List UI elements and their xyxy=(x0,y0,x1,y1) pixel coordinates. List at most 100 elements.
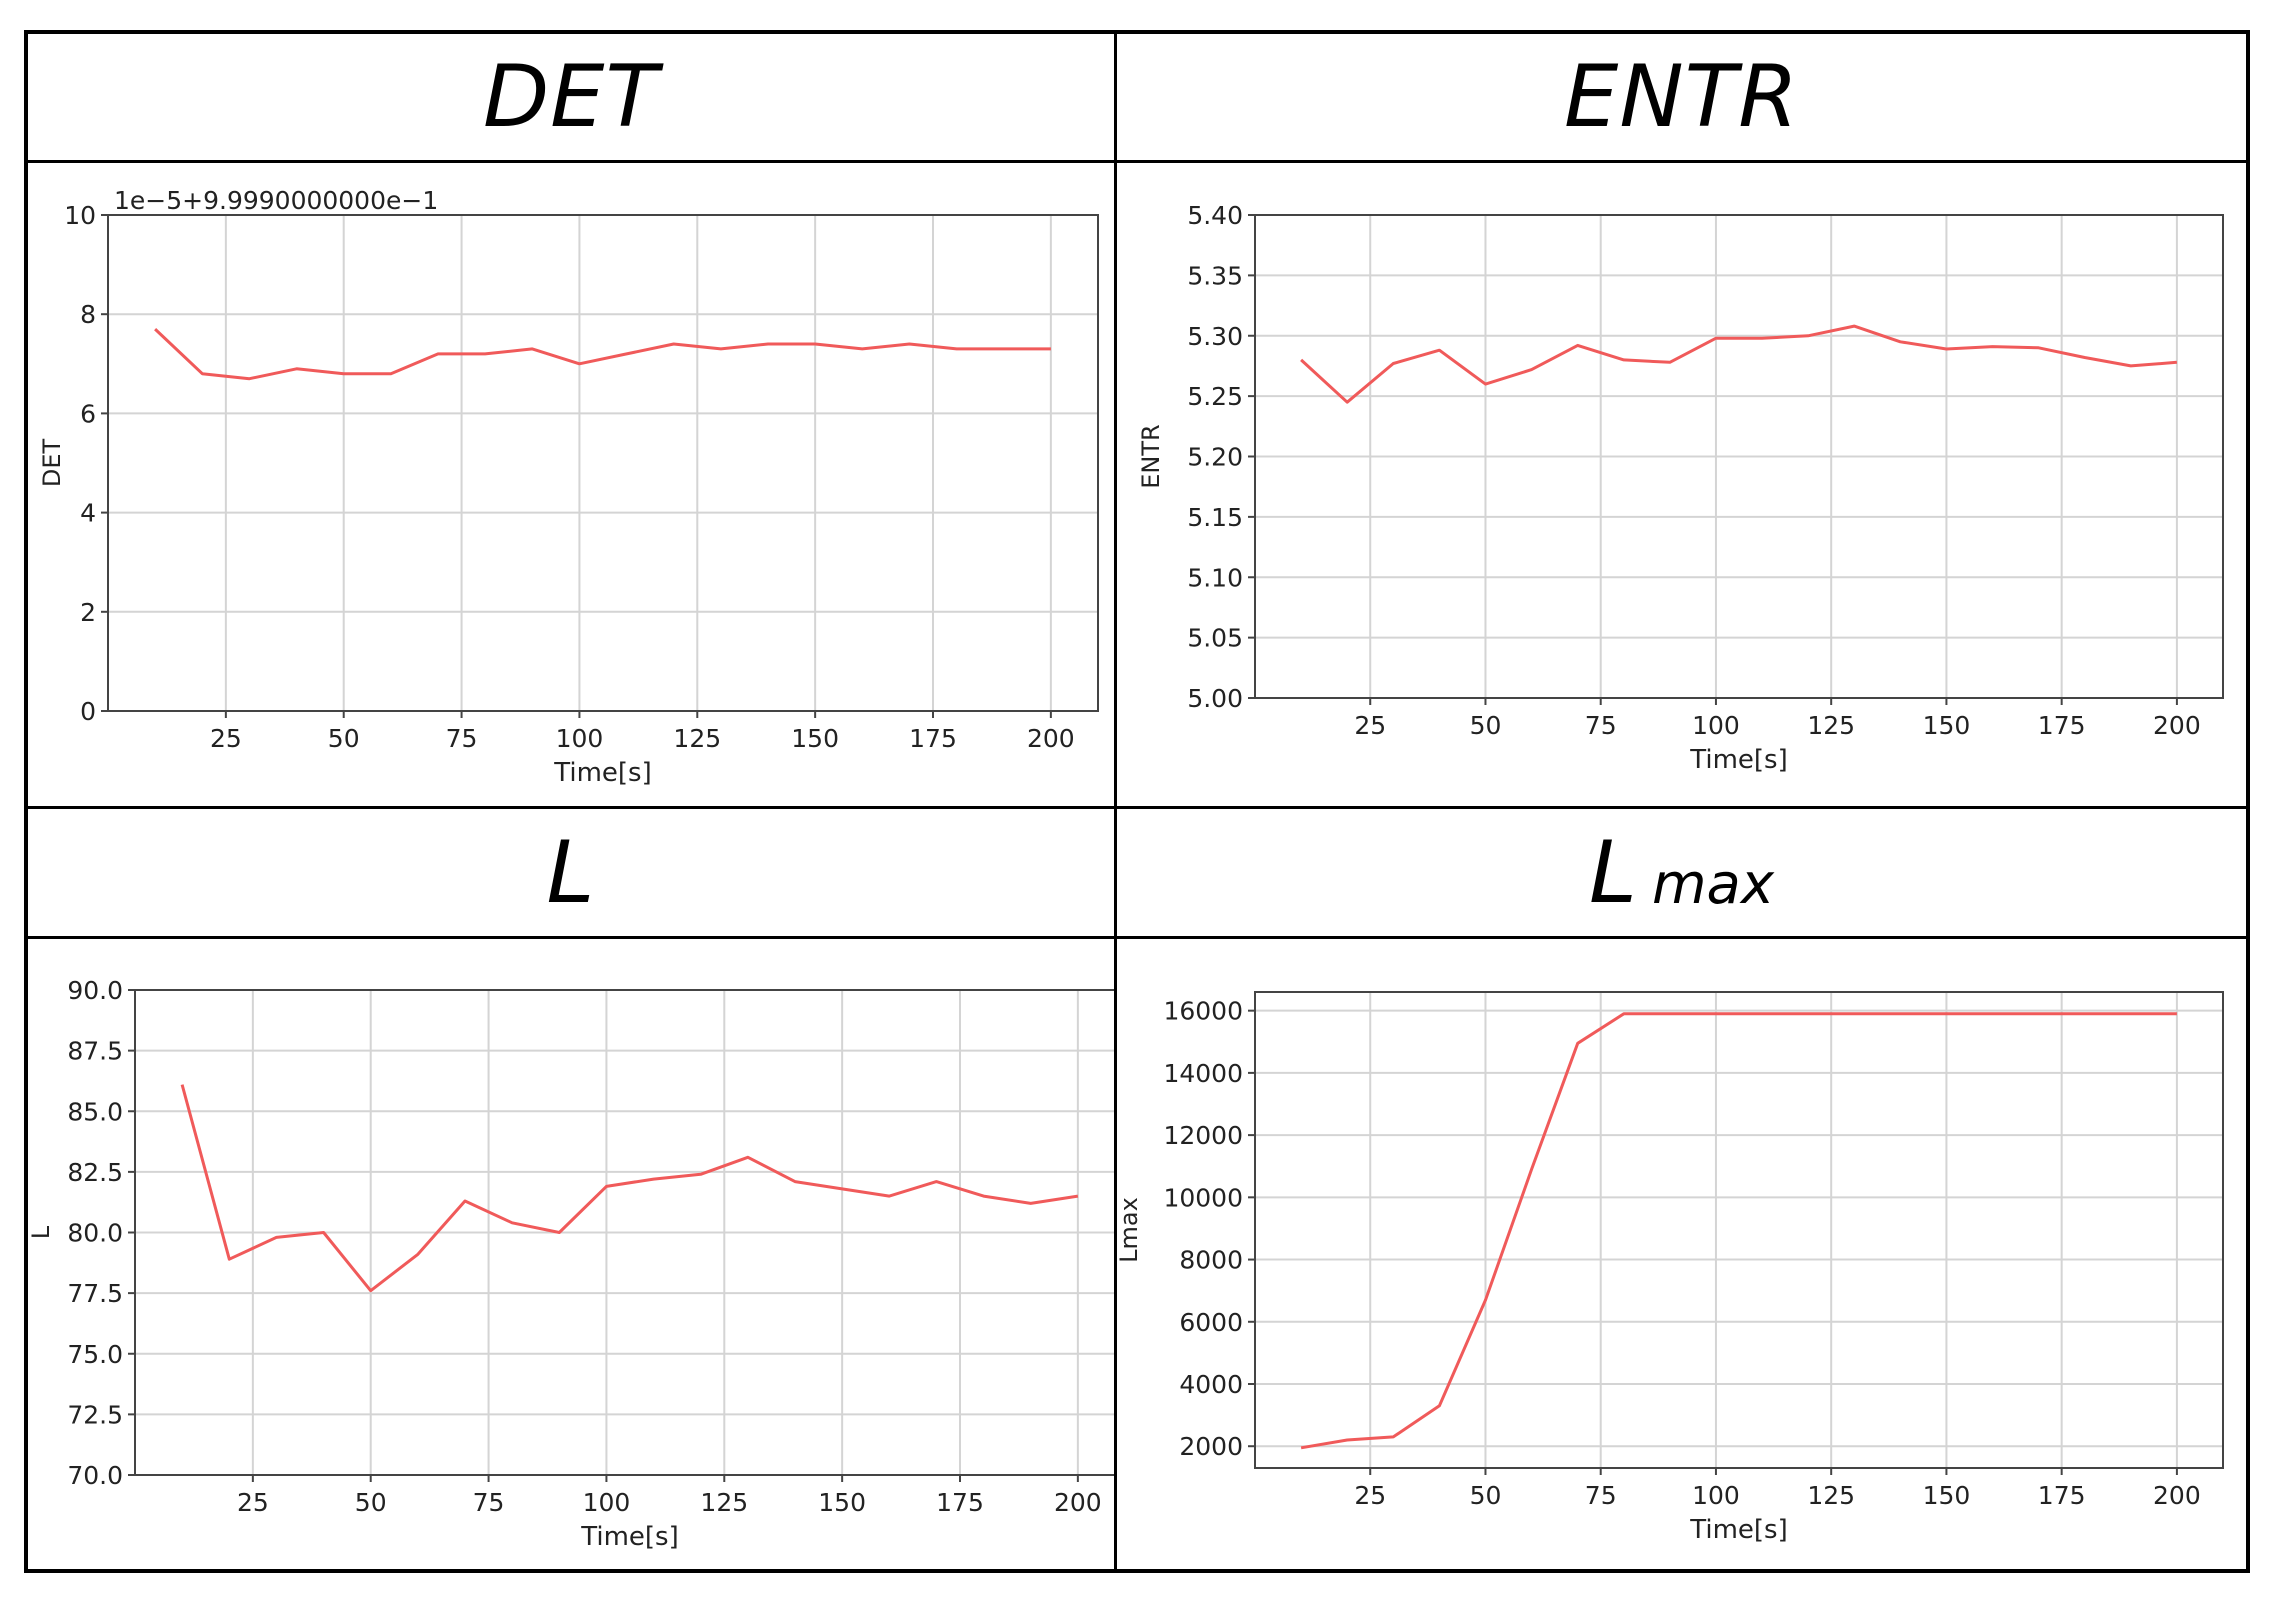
det-x-tick-label: 25 xyxy=(210,724,242,753)
entr-x-tick-label: 125 xyxy=(1807,711,1855,740)
det-y-tick-label: 0 xyxy=(80,697,96,726)
det-x-tick-label: 50 xyxy=(328,724,360,753)
det-y-tick-label: 8 xyxy=(80,300,96,329)
entr-x-tick-label: 100 xyxy=(1692,711,1740,740)
entr-x-tick-label: 75 xyxy=(1585,711,1617,740)
l-x-tick-label: 50 xyxy=(355,1488,387,1517)
l-x-tick-label: 100 xyxy=(583,1488,631,1517)
det-x-axis-label: Time[s] xyxy=(553,758,651,788)
l-x-tick-label: 175 xyxy=(936,1488,984,1517)
l-y-tick-label: 80.0 xyxy=(67,1219,123,1248)
entr-y-tick-label: 5.40 xyxy=(1187,201,1243,230)
lmax-x-tick-label: 50 xyxy=(1470,1481,1502,1510)
header-entr: ENTR xyxy=(1117,34,2246,160)
det-grid xyxy=(108,214,1098,712)
det-series-line xyxy=(154,328,1051,381)
det-offset-text: 1e−5+9.9990000000e−1 xyxy=(114,186,438,215)
lmax-y-axis-label: Lmax xyxy=(1117,1197,1143,1263)
l-y-tick-label: 90.0 xyxy=(67,976,123,1005)
header-det-title: DET xyxy=(482,47,660,147)
entr-y-tick-label: 5.00 xyxy=(1187,684,1243,713)
row-divider-3 xyxy=(24,936,2250,939)
lmax-x-tick-label: 200 xyxy=(2153,1481,2201,1510)
lmax-y-tick-label: 6000 xyxy=(1179,1308,1243,1337)
l-x-axis-label: Time[s] xyxy=(580,1522,678,1552)
entr-y-axis-label: ENTR xyxy=(1137,424,1165,488)
lmax-y-tick-label: 8000 xyxy=(1179,1246,1243,1275)
det-y-tick-label: 6 xyxy=(80,399,96,428)
entr-x-tick-label: 200 xyxy=(2153,711,2201,740)
header-det: DET xyxy=(28,34,1114,160)
header-l-title: L xyxy=(546,822,596,923)
entr-x-tick-label: 50 xyxy=(1470,711,1502,740)
lmax-y-tick-label: 14000 xyxy=(1163,1059,1243,1088)
det-x-tick-label: 125 xyxy=(673,724,721,753)
entr-y-tick-label: 5.20 xyxy=(1187,443,1243,472)
lmax-x-tick-label: 175 xyxy=(2038,1481,2086,1510)
lmax-x-axis-label: Time[s] xyxy=(1689,1515,1787,1545)
det-x-tick-label: 175 xyxy=(909,724,957,753)
l-y-tick-label: 85.0 xyxy=(67,1097,123,1126)
l-y-tick-label: 70.0 xyxy=(67,1461,123,1490)
entr-series-line xyxy=(1300,324,2178,404)
lmax-chart: 25 50 75 100 125 150 175 200 2000 4000 6000 8000 100… xyxy=(1117,991,2224,1545)
l-y-tick-label: 87.5 xyxy=(67,1037,123,1066)
entr-y-tick-label: 5.35 xyxy=(1187,261,1243,290)
lmax-x-tick-label: 100 xyxy=(1692,1481,1740,1510)
lmax-y-tick-label: 2000 xyxy=(1179,1432,1243,1461)
l-x-tick-label: 200 xyxy=(1054,1488,1102,1517)
l-x-tick-label: 25 xyxy=(237,1488,269,1517)
det-y-tick-label: 4 xyxy=(80,499,96,528)
l-y-tick-label: 82.5 xyxy=(67,1158,123,1187)
l-chart: 25 50 75 100 125 150 175 200 70.0 72.5 75.0 77.5 80.… xyxy=(28,976,1114,1552)
det-axes-frame xyxy=(107,214,1099,712)
entr-y-tick-label: 5.30 xyxy=(1187,322,1243,351)
l-series-line xyxy=(180,1084,1079,1293)
l-y-tick-label: 72.5 xyxy=(67,1400,123,1429)
header-lmax-title: L xyxy=(1589,822,1638,923)
det-y-tick-label: 10 xyxy=(64,201,96,230)
entr-y-tick-label: 5.25 xyxy=(1187,382,1243,411)
lmax-x-tick-label: 150 xyxy=(1923,1481,1971,1510)
row-divider-1 xyxy=(24,160,2250,163)
lmax-y-tick-label: 12000 xyxy=(1163,1121,1243,1150)
lmax-y-tick-label: 10000 xyxy=(1163,1183,1243,1212)
l-x-tick-label: 150 xyxy=(818,1488,866,1517)
lmax-x-tick-label: 75 xyxy=(1585,1481,1617,1510)
header-entr-title: ENTR xyxy=(1564,47,1799,147)
column-divider xyxy=(1114,30,1117,1573)
entr-x-axis-label: Time[s] xyxy=(1689,745,1787,775)
l-x-tick-label: 125 xyxy=(700,1488,748,1517)
row-divider-2 xyxy=(24,806,2250,809)
l-y-axis-label: L xyxy=(28,1225,55,1239)
entr-y-tick-label: 5.05 xyxy=(1187,624,1243,653)
l-y-tick-label: 77.5 xyxy=(67,1279,123,1308)
lmax-y-tick-label: 16000 xyxy=(1163,997,1243,1026)
entr-chart: 25 50 75 100 125 150 175 200 5.00 5.05 5.10 5.15 5.2… xyxy=(1137,201,2224,775)
lmax-grid xyxy=(1255,992,2223,1468)
entr-x-tick-label: 25 xyxy=(1354,711,1386,740)
lmax-x-tick-label: 25 xyxy=(1354,1481,1386,1510)
entr-x-tick-label: 175 xyxy=(2038,711,2086,740)
det-y-axis-label: DET xyxy=(38,439,66,488)
entr-x-tick-label: 150 xyxy=(1923,711,1971,740)
det-chart: 25 50 75 100 125 150 175 200 0 2 4 6 8 10 Time[s] DET 1e… xyxy=(38,186,1099,788)
det-x-tick-label: 75 xyxy=(446,724,478,753)
entr-y-tick-label: 5.15 xyxy=(1187,503,1243,532)
lmax-axes-frame xyxy=(1254,991,2224,1469)
lmax-y-tick-label: 4000 xyxy=(1179,1370,1243,1399)
l-x-tick-label: 75 xyxy=(473,1488,505,1517)
figure-frame xyxy=(24,30,2250,1573)
det-x-tick-label: 200 xyxy=(1027,724,1075,753)
header-l: L xyxy=(28,809,1114,936)
det-x-tick-label: 150 xyxy=(791,724,839,753)
entr-y-tick-label: 5.10 xyxy=(1187,563,1243,592)
det-y-tick-label: 2 xyxy=(80,598,96,627)
l-y-tick-label: 75.0 xyxy=(67,1340,123,1369)
header-lmax: L max xyxy=(1117,809,2246,936)
l-grid xyxy=(135,989,1114,1476)
lmax-x-tick-label: 125 xyxy=(1807,1481,1855,1510)
entr-grid xyxy=(1255,214,2223,699)
det-x-tick-label: 100 xyxy=(556,724,604,753)
lmax-series-line xyxy=(1300,1012,2177,1450)
